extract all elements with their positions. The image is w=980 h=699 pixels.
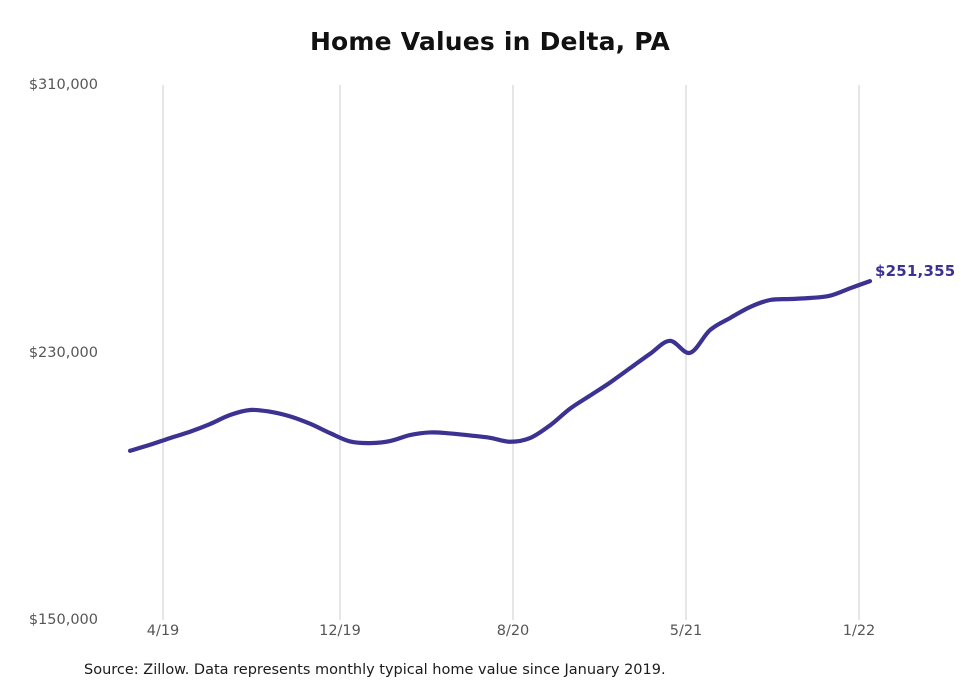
x-axis-tick-label-1: 4/19 (146, 623, 180, 639)
x-axis-tick-label-2: 12/19 (319, 623, 361, 639)
x-axis-tick-label-4: 5/21 (669, 623, 703, 639)
y-axis-tick-label-middle: $230,000 (28, 345, 98, 361)
gridlines (162, 85, 860, 620)
source-note: Source: Zillow. Data represents monthly … (84, 662, 666, 678)
y-axis-tick-label-bottom: $150,000 (28, 612, 98, 628)
series-end-value-label: $251,355 (875, 262, 956, 280)
x-axis-tick-label-5: 1/22 (842, 623, 876, 639)
home-value-line-series (127, 278, 873, 453)
y-axis-tick-label-top: $310,000 (28, 77, 98, 93)
chart-title: Home Values in Delta, PA (309, 27, 671, 56)
x-axis-tick-label-3: 8/20 (496, 623, 530, 639)
